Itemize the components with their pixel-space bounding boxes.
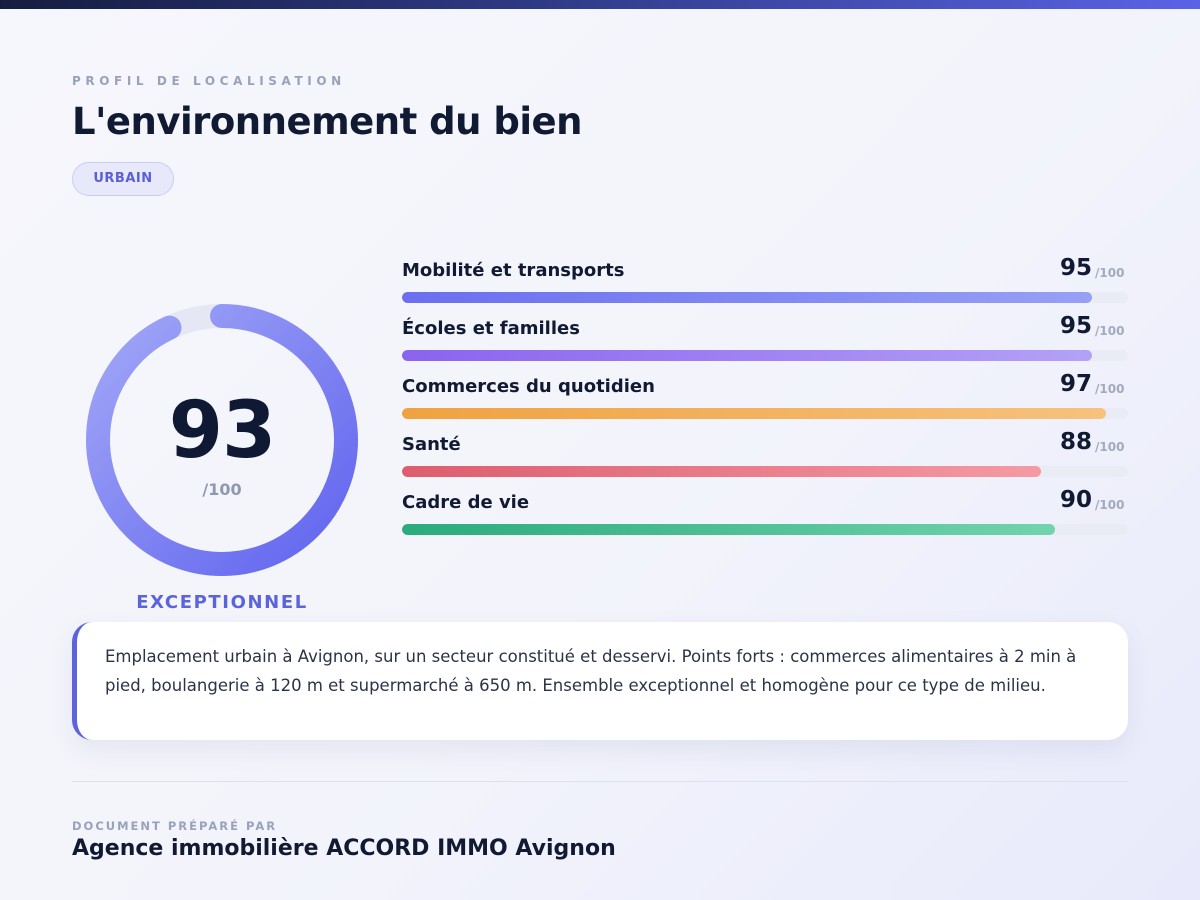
score-label: Cadre de vie — [402, 492, 530, 513]
score-max: /100 — [1095, 324, 1125, 338]
score-bar-track — [402, 466, 1128, 477]
category-scores-list: Mobilité et transports 95 /100 Écoles et… — [402, 255, 1128, 545]
gauge-progress-arc — [86, 304, 358, 576]
score-label: Écoles et familles — [402, 318, 580, 339]
top-accent-bar — [0, 0, 1200, 9]
score-value: 95 — [1059, 313, 1092, 339]
score-value: 97 — [1059, 371, 1092, 397]
overall-rating-label: EXCEPTIONNEL — [136, 592, 308, 613]
score-row-commerces: Commerces du quotidien 97 /100 — [402, 371, 1128, 429]
overall-score-max: /100 — [202, 480, 242, 499]
environment-badge: URBAIN — [72, 162, 174, 196]
score-row-cadre-de-vie: Cadre de vie 90 /100 — [402, 487, 1128, 545]
score-row-ecoles: Écoles et familles 95 /100 — [402, 313, 1128, 371]
score-bar-track — [402, 408, 1128, 419]
score-max: /100 — [1095, 266, 1125, 280]
score-value: 88 — [1059, 429, 1092, 455]
score-label: Commerces du quotidien — [402, 376, 655, 397]
agency-name: Agence immobilière ACCORD IMMO Avignon — [72, 836, 616, 861]
score-value: 95 — [1059, 255, 1092, 281]
score-row-sante: Santé 88 /100 — [402, 429, 1128, 487]
score-max: /100 — [1095, 440, 1125, 454]
score-bar-fill — [402, 350, 1092, 361]
score-label: Mobilité et transports — [402, 260, 625, 281]
score-bar-fill — [402, 466, 1041, 477]
score-row-mobilite: Mobilité et transports 95 /100 — [402, 255, 1128, 313]
summary-text: Emplacement urbain à Avignon, sur un sec… — [105, 647, 1077, 695]
prepared-by-label: DOCUMENT PRÉPARÉ PAR — [72, 819, 278, 833]
score-label: Santé — [402, 434, 461, 455]
score-bar-track — [402, 524, 1128, 535]
score-max: /100 — [1095, 498, 1125, 512]
summary-card: Emplacement urbain à Avignon, sur un sec… — [72, 622, 1128, 740]
gauge-ring — [86, 304, 358, 576]
footer-divider — [72, 781, 1128, 782]
score-max: /100 — [1095, 382, 1125, 396]
overall-score-value: 93 — [168, 386, 277, 476]
section-eyebrow: PROFIL DE LOCALISATION — [72, 74, 346, 88]
score-bar-track — [402, 292, 1128, 303]
score-value: 90 — [1059, 487, 1092, 513]
score-bar-fill — [402, 408, 1107, 419]
score-bar-fill — [402, 524, 1056, 535]
score-bar-fill — [402, 292, 1092, 303]
page-title: L'environnement du bien — [72, 100, 582, 143]
overall-score-gauge: 93 /100 — [82, 300, 362, 580]
score-bar-track — [402, 350, 1128, 361]
